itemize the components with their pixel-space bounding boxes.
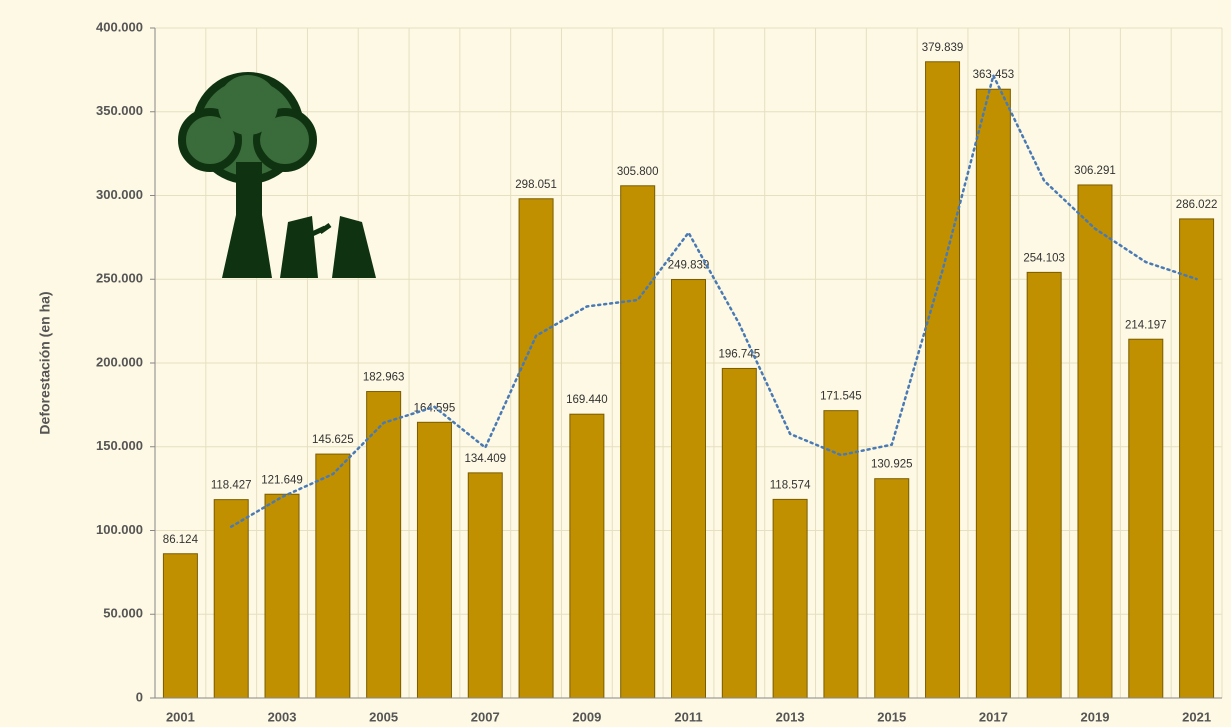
y-tick-label: 150.000 [96,438,143,453]
bar [1077,184,1113,699]
x-tick-label: 2007 [471,709,500,724]
bar [1128,338,1164,699]
x-tick-label: 2019 [1081,709,1110,724]
value-label: 171.545 [820,391,862,403]
value-label: 249.839 [668,260,710,272]
y-axis-label: Deforestación (en ha) [37,291,53,434]
bar [1179,218,1215,699]
bar [620,185,656,699]
bar [416,421,452,699]
bar [569,413,605,699]
x-tick-label: 2001 [166,709,195,724]
bar [874,478,910,699]
y-tick-label: 200.000 [96,354,143,369]
bar [213,499,249,699]
bar [1026,271,1062,699]
value-label: 379.839 [922,42,964,54]
bar [315,453,351,699]
value-label: 254.103 [1023,252,1065,264]
trend-line [229,71,1198,528]
value-label: 121.649 [261,474,303,486]
x-tick-label: 2021 [1182,709,1211,724]
bar [721,367,757,699]
x-tick-label: 2009 [572,709,601,724]
x-tick-label: 2011 [674,709,702,724]
value-label: 169.440 [566,394,608,406]
value-label: 286.022 [1176,199,1218,211]
value-label: 145.625 [312,434,354,446]
value-label: 86.124 [163,534,199,546]
bar [366,391,402,699]
x-tick-label: 2003 [268,709,297,724]
value-label: 196.745 [719,348,761,360]
tree-icon [178,72,376,278]
value-label: 130.925 [871,459,913,471]
bar [467,472,503,699]
x-tick-label: 2005 [369,709,398,724]
value-label: 118.427 [211,480,252,492]
x-tick-label: 2013 [776,709,805,724]
bar [823,410,859,699]
y-tick-label: 350.000 [96,103,143,118]
y-tick-label: 300.000 [96,187,143,202]
value-label: 134.409 [464,453,506,465]
value-label: 298.051 [515,179,557,191]
value-label: 182.963 [363,372,405,384]
y-tick-label: 50.000 [103,606,143,621]
bar [518,198,554,699]
bar [772,498,808,699]
bar [264,493,300,699]
y-tick-label: 250.000 [96,271,143,286]
x-tick-label: 2017 [979,709,1008,724]
value-label: 214.197 [1125,319,1167,331]
bar [975,88,1011,699]
y-tick-label: 0 [136,689,143,704]
value-label: 306.291 [1074,165,1116,177]
value-label: 305.800 [617,166,659,178]
y-tick-label: 400.000 [96,19,143,34]
value-label: 118.574 [770,479,811,491]
bar [671,279,706,699]
bar [162,553,198,699]
y-tick-label: 100.000 [96,522,143,537]
x-tick-label: 2015 [877,709,906,724]
bar [925,61,961,699]
